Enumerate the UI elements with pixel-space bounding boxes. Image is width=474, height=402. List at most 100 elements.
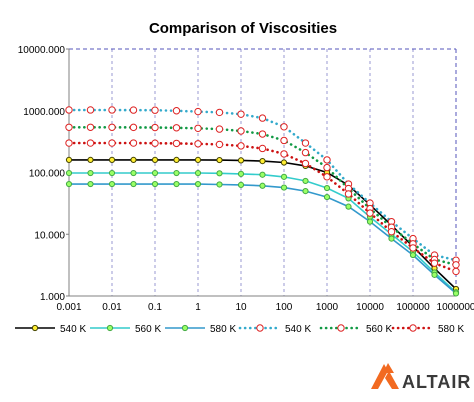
y-tick-label: 10000.000 <box>18 45 66 56</box>
data-point <box>215 140 224 149</box>
data-point <box>431 271 438 278</box>
legend-label: 580 K <box>438 324 464 335</box>
data-point <box>259 157 266 165</box>
x-tick-label: 1000000 <box>437 302 474 313</box>
data-point <box>216 170 223 177</box>
data-point <box>237 110 245 118</box>
series-markers <box>65 106 460 297</box>
data-point <box>194 156 202 163</box>
data-point <box>129 106 138 114</box>
data-point <box>65 169 73 177</box>
data-point <box>86 106 95 114</box>
legend-swatch-marker <box>31 324 39 332</box>
data-point <box>237 170 245 177</box>
data-point <box>151 106 159 114</box>
data-point <box>108 139 116 147</box>
data-point <box>173 156 180 163</box>
data-point <box>86 123 95 131</box>
data-point <box>323 193 331 201</box>
data-point <box>194 107 202 116</box>
data-point <box>194 124 202 132</box>
data-point <box>259 182 266 189</box>
data-point <box>388 235 395 242</box>
x-axis-ticks: 0.001 0.01 0.1 1 10 100 1000 10000 100000 1000000 <box>56 302 474 313</box>
data-point <box>301 159 310 168</box>
data-point <box>87 180 94 188</box>
data-point <box>215 125 224 133</box>
y-tick-label: 1.000 <box>40 292 65 303</box>
data-point <box>280 173 288 180</box>
data-point <box>194 140 202 148</box>
x-tick-label: 100 <box>276 302 293 313</box>
data-point <box>237 142 245 150</box>
legend-swatch-marker <box>106 324 114 332</box>
x-tick-label: 10000 <box>356 302 384 313</box>
data-point <box>151 123 159 132</box>
chart-title: Comparison of Viscosities <box>149 20 337 37</box>
data-point <box>65 156 73 163</box>
data-point <box>215 108 224 117</box>
legend-swatch-marker <box>181 324 189 332</box>
data-point <box>172 139 181 148</box>
altair-logo-text: ALTAIR <box>402 372 471 392</box>
x-tick-label: 10 <box>235 302 247 313</box>
data-point <box>366 218 374 225</box>
data-point <box>323 173 331 181</box>
x-tick-label: 0.01 <box>102 302 122 313</box>
data-point <box>344 190 353 198</box>
data-point <box>65 123 73 131</box>
data-point <box>151 139 159 147</box>
data-point <box>280 184 288 191</box>
data-point <box>452 267 460 276</box>
data-point <box>302 187 309 195</box>
legend-label: 560 K <box>135 324 161 335</box>
data-point <box>194 180 202 188</box>
altair-logo: ALTAIR <box>371 363 471 392</box>
data-point <box>151 156 159 163</box>
data-point <box>430 259 439 267</box>
data-point <box>87 169 94 177</box>
data-point <box>173 169 180 177</box>
x-tick-label: 1 <box>195 302 201 313</box>
y-axis-ticks: 1.000 10.000 100.000 1000.000 10000.000 <box>18 45 69 303</box>
data-point <box>130 180 137 188</box>
data-point <box>280 136 288 145</box>
legend-label: 540 K <box>60 324 86 335</box>
legend-swatch-marker <box>409 324 417 332</box>
data-point <box>173 180 180 188</box>
y-tick-label: 10.000 <box>34 230 65 241</box>
legend-swatch-marker <box>256 324 264 332</box>
data-point <box>345 203 352 210</box>
data-point <box>65 106 73 114</box>
data-point <box>237 127 245 135</box>
x-tick-label: 1000 <box>316 302 339 313</box>
data-point <box>108 156 116 163</box>
altair-logo-icon <box>371 363 399 389</box>
data-point <box>129 123 138 132</box>
y-tick-label: 100.000 <box>29 169 66 180</box>
legend-label: 540 K <box>285 324 311 335</box>
data-point <box>452 261 460 269</box>
data-point <box>323 156 331 164</box>
data-point <box>108 106 116 114</box>
data-point <box>65 139 73 147</box>
data-point <box>409 244 417 252</box>
data-point <box>130 169 137 177</box>
x-tick-label: 100000 <box>396 302 430 313</box>
data-point <box>302 177 309 185</box>
data-point <box>172 124 181 132</box>
data-point <box>366 209 374 217</box>
data-point <box>280 123 288 131</box>
data-point <box>258 130 267 138</box>
y-tick-label: 1000.000 <box>23 107 65 118</box>
data-point <box>301 139 310 147</box>
data-point <box>258 114 267 122</box>
data-point <box>323 184 331 192</box>
data-point <box>65 180 73 188</box>
data-point <box>86 139 95 147</box>
x-tick-label: 0.001 <box>56 302 81 313</box>
data-point <box>194 169 202 177</box>
data-point <box>237 157 245 164</box>
data-point <box>259 171 266 178</box>
